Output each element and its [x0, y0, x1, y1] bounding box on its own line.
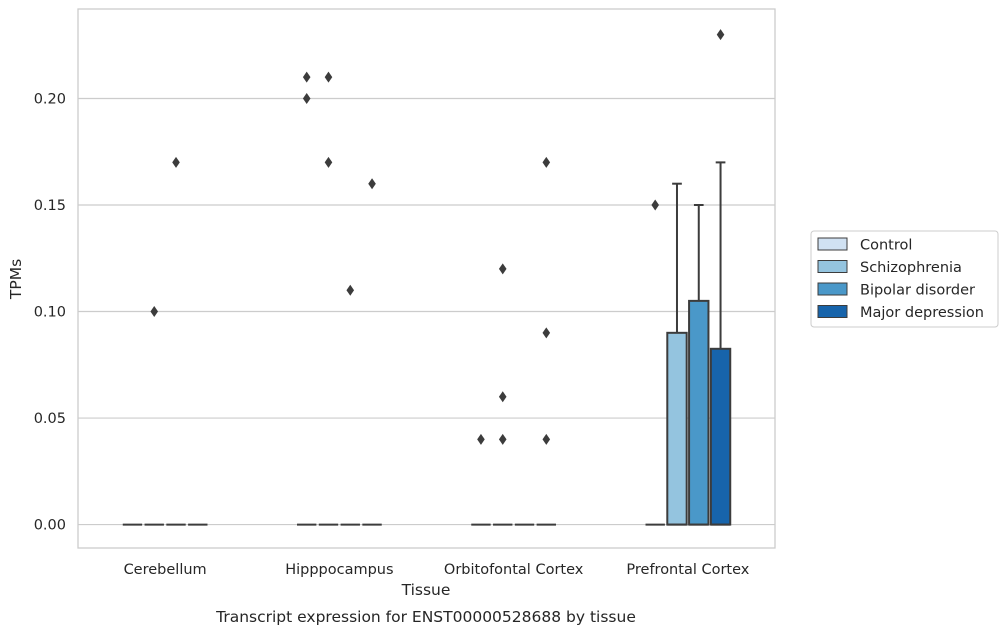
- x-tick-labels: Cerebellum Hipppocampus Orbitofontal Corte…: [124, 562, 750, 578]
- box-body: [709, 347, 732, 526]
- outlier-point: [542, 156, 551, 168]
- legend-label: Control: [860, 238, 912, 254]
- outlier-point: [302, 71, 311, 83]
- legend-frame: [810, 230, 999, 328]
- legend-swatch: [817, 237, 848, 251]
- legend-swatch: [817, 282, 848, 296]
- outlier-point: [542, 433, 551, 445]
- legend-label: Major depression: [860, 305, 984, 321]
- outlier-point: [302, 92, 311, 104]
- box-major-depression: [709, 161, 732, 526]
- box-schizophrenia: [666, 182, 688, 526]
- chart-caption: Transcript expression for ENST0000052868…: [215, 608, 636, 626]
- x-axis-label: Tissue: [401, 581, 451, 599]
- box-bipolar-disorder: [688, 204, 710, 526]
- outlier-point: [498, 391, 507, 403]
- legend-swatch: [817, 305, 848, 318]
- legend-label: Bipolar disorder: [860, 283, 975, 299]
- legend-items: Control Schizophrenia Bipolar disorder Majo…: [817, 237, 984, 321]
- outlier-point: [346, 284, 355, 296]
- x-tick-label: Prefrontal Cortex: [626, 562, 749, 578]
- outlier-point: [150, 306, 159, 318]
- outlier-point: [172, 156, 180, 168]
- outliers-layer: [150, 29, 725, 445]
- x-tick-label: Hipppocampus: [285, 562, 393, 578]
- outlier-point: [324, 71, 333, 83]
- y-axis-label: TPMs: [7, 259, 25, 300]
- x-tick-label: Orbitofontal Cortex: [444, 562, 584, 578]
- legend: Control Schizophrenia Bipolar disorder Majo…: [810, 230, 999, 328]
- y-tick-labels: 0.00 0.05 0.10 0.15 0.20: [34, 91, 66, 533]
- legend-label: Schizophrenia: [860, 260, 962, 276]
- outlier-point: [324, 156, 333, 168]
- outlier-point: [542, 327, 551, 339]
- plot-frame: [77, 8, 776, 549]
- box-body: [666, 331, 688, 526]
- boxes-layer: [122, 161, 732, 526]
- outlier-point: [498, 433, 507, 445]
- x-tick-label: Cerebellum: [124, 562, 207, 578]
- y-tick-label: 0.10: [34, 305, 66, 321]
- box-body: [688, 299, 710, 526]
- y-tick-label: 0.00: [34, 518, 66, 534]
- legend-swatch: [817, 260, 848, 273]
- outlier-point: [477, 433, 485, 445]
- outlier-point: [368, 178, 376, 190]
- y-tick-label: 0.15: [34, 198, 66, 214]
- outlier-point: [716, 29, 725, 41]
- y-tick-label: 0.20: [34, 91, 66, 107]
- outlier-point: [498, 263, 507, 275]
- outlier-point: [651, 199, 660, 211]
- y-tick-label: 0.05: [34, 411, 66, 427]
